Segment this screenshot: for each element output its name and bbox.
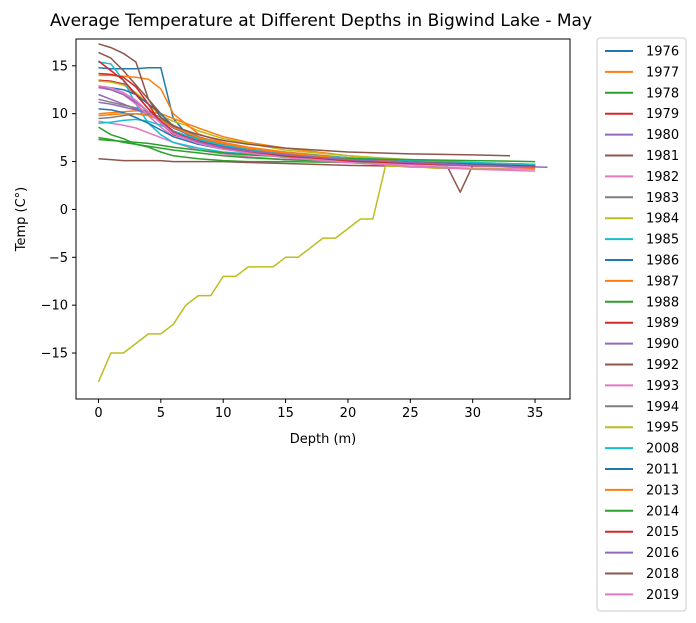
legend-label-2011: 2011 [646, 463, 679, 478]
legend-label-2008: 2008 [646, 442, 679, 457]
legend-label-1980: 1980 [646, 128, 679, 143]
legend-label-1995: 1995 [646, 421, 679, 436]
y-tick-label: −5 [49, 251, 68, 266]
series-line-2016 [98, 86, 536, 169]
legend-label-1990: 1990 [646, 337, 679, 352]
legend-label-1992: 1992 [646, 358, 679, 373]
x-tick-label: 25 [402, 406, 419, 421]
x-tick-label: 10 [215, 406, 232, 421]
legend-label-2014: 2014 [646, 504, 679, 519]
legend-label-2013: 2013 [646, 483, 679, 498]
y-tick-label: 10 [51, 107, 68, 122]
series-line-2014 [98, 138, 536, 163]
x-tick-label: 15 [277, 406, 294, 421]
y-axis-ticks: −15 −10 −5 0 5 10 15 [41, 59, 76, 362]
legend-label-1983: 1983 [646, 191, 679, 206]
series-line-1995 [97, 165, 511, 383]
legend-label-1987: 1987 [646, 274, 679, 289]
legend-label-1979: 1979 [646, 107, 679, 122]
x-tick-label: 20 [340, 406, 357, 421]
legend-label-1985: 1985 [646, 233, 679, 248]
y-axis-label: Temp (C°) [14, 187, 29, 253]
legend: 1976 1977 1978 1979 1980 1981 1982 1983 1984 1985… [605, 45, 679, 603]
legend-label-2016: 2016 [646, 546, 679, 561]
y-tick-label: 15 [51, 59, 68, 74]
y-tick-label: 5 [60, 155, 68, 170]
y-tick-label: −10 [41, 299, 68, 314]
x-tick-label: 0 [94, 406, 102, 421]
legend-label-1988: 1988 [646, 295, 679, 310]
series-lines [97, 43, 548, 383]
legend-label-1982: 1982 [646, 170, 679, 185]
y-tick-label: 0 [60, 203, 68, 218]
legend-label-1986: 1986 [646, 254, 679, 269]
legend-label-1989: 1989 [646, 316, 679, 331]
legend-box [596, 37, 687, 612]
x-tick-label: 30 [464, 406, 481, 421]
plot-area-frame [75, 38, 571, 400]
x-axis-ticks: 0 5 10 15 20 25 30 35 [94, 399, 543, 421]
legend-label-1976: 1976 [646, 45, 679, 60]
legend-label-1994: 1994 [646, 400, 679, 415]
x-tick-label: 5 [157, 406, 165, 421]
x-axis-label: Depth (m) [290, 432, 357, 447]
series-line-1992 [98, 157, 536, 193]
series-line-2019 [98, 85, 536, 172]
legend-label-1977: 1977 [646, 65, 679, 80]
legend-label-1981: 1981 [646, 149, 679, 164]
x-tick-label: 35 [527, 406, 544, 421]
series-line-2018 [98, 43, 511, 157]
legend-label-1984: 1984 [646, 212, 679, 227]
legend-label-2019: 2019 [646, 588, 679, 603]
legend-label-2015: 2015 [646, 525, 679, 540]
legend-label-1978: 1978 [646, 86, 679, 101]
legend-label-1993: 1993 [646, 379, 679, 394]
chart-title: Average Temperature at Different Depths … [50, 11, 592, 31]
legend-label-2018: 2018 [646, 567, 679, 582]
y-tick-label: −15 [41, 347, 68, 362]
